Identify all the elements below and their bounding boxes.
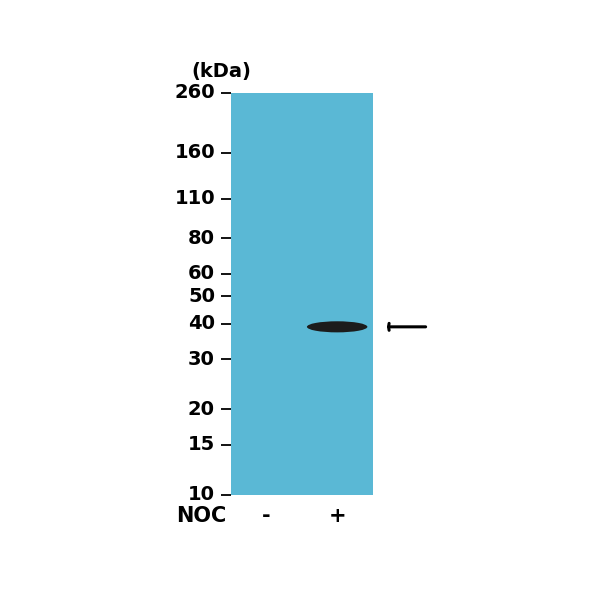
Text: NOC: NOC [176,506,226,526]
Ellipse shape [307,321,367,332]
Text: 160: 160 [175,143,215,162]
Text: (kDa): (kDa) [191,62,251,81]
Text: 20: 20 [188,400,215,419]
Text: 60: 60 [188,264,215,283]
Text: 30: 30 [188,350,215,368]
Text: 50: 50 [188,287,215,305]
Text: 110: 110 [175,190,215,208]
Bar [231,93,373,495]
Text: -: - [262,506,271,526]
Text: 15: 15 [188,435,215,454]
Text: 80: 80 [188,229,215,248]
Text: 40: 40 [188,314,215,333]
Text: 10: 10 [188,485,215,504]
Text: +: + [328,506,346,526]
Text: 260: 260 [175,83,215,102]
